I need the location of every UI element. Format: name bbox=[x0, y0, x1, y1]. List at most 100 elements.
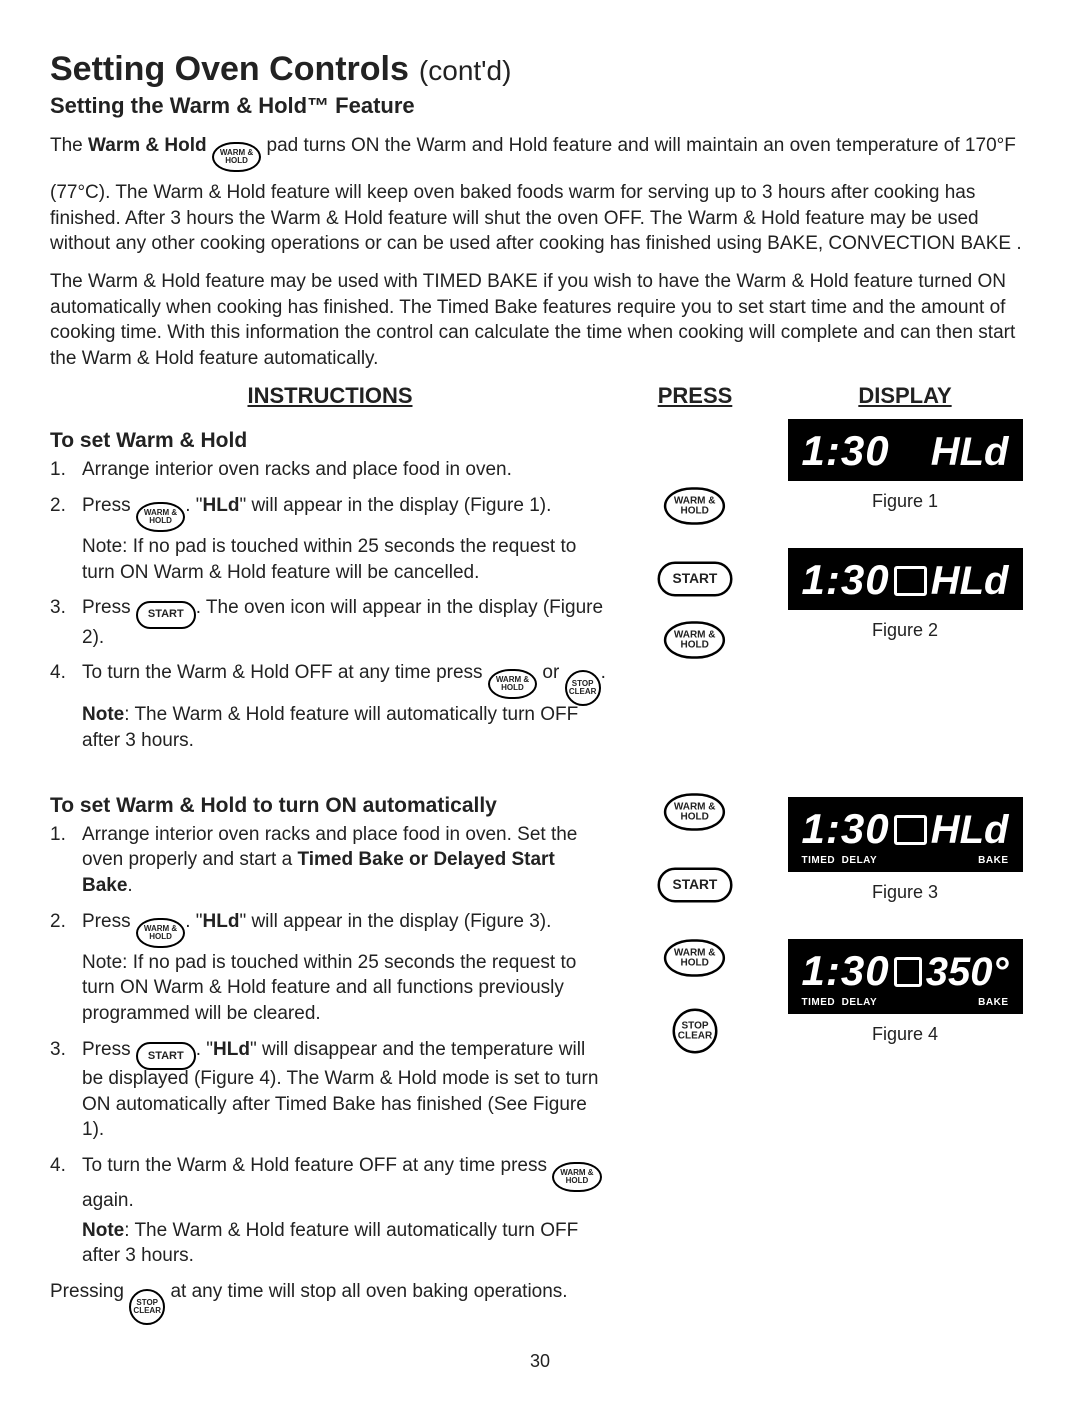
a2a: Press bbox=[82, 495, 136, 516]
pad-bot: HOLD bbox=[681, 506, 709, 516]
figure-1-caption: Figure 1 bbox=[872, 491, 938, 512]
press-column: WARM &HOLD START WARM &HOLD WARM &HOLD S… bbox=[610, 419, 780, 1316]
a4-note: Note: The Warm & Hold feature will autom… bbox=[82, 702, 610, 753]
intro-para-2: (77°C). The Warm & Hold feature will kee… bbox=[50, 180, 1030, 257]
lcd-figure-4: 1:30 350° TIMED DELAY BAKE bbox=[788, 939, 1023, 1014]
figure-3-caption: Figure 3 bbox=[872, 882, 938, 903]
step-a2: Press WARM &HOLD. "HLd" will appear in t… bbox=[50, 493, 610, 585]
pad-bot: HOLD bbox=[681, 812, 709, 822]
intro1-post: pad turns ON the Warm and Hold feature a… bbox=[267, 135, 1016, 156]
b4-note-text: : The Warm & Hold feature will automatic… bbox=[82, 1220, 578, 1267]
b4-note: Note: The Warm & Hold feature will autom… bbox=[82, 1218, 610, 1269]
step-a3: Press START. The oven icon will appear i… bbox=[50, 595, 610, 650]
lcd-hld: HLd bbox=[931, 430, 1009, 475]
section-b-list: Arrange interior oven racks and place fo… bbox=[50, 822, 610, 1269]
pad-bot: HOLD bbox=[681, 640, 709, 650]
figure-2-caption: Figure 2 bbox=[872, 620, 938, 641]
foot-b: at any time will stop all oven baking op… bbox=[165, 1281, 567, 1302]
note-label: Note bbox=[82, 704, 124, 725]
warm-hold-pad-icon: WARM &HOLD bbox=[664, 940, 726, 978]
footer-note: Pressing STOPCLEAR at any time will stop… bbox=[50, 1279, 610, 1317]
warm-hold-pad-icon: WARM &HOLD bbox=[664, 622, 726, 660]
intro-para-1: The Warm & Hold WARM &HOLD pad turns ON … bbox=[50, 133, 1030, 168]
col-head-display: DISPLAY bbox=[780, 383, 1030, 419]
a2d: " will appear in the display (Figure 1). bbox=[239, 495, 551, 516]
col-head-press: PRESS bbox=[610, 383, 780, 419]
step-a4: To turn the Warm & Hold OFF at any time … bbox=[50, 660, 610, 753]
lcd-hld: HLd bbox=[931, 808, 1009, 853]
a4dot: . bbox=[601, 662, 606, 683]
step-a1: Arrange interior oven racks and place fo… bbox=[50, 457, 610, 483]
warm-hold-pad-icon: WARM &HOLD bbox=[664, 794, 726, 832]
lcd-time: 1:30 bbox=[802, 556, 890, 604]
lcd-timed: TIMED bbox=[802, 997, 836, 1008]
pad-bot: HOLD bbox=[681, 958, 709, 968]
b2b: . " bbox=[185, 911, 202, 932]
lcd-delay: DELAY bbox=[842, 997, 877, 1008]
stop-clear-pad-icon: STOPCLEAR bbox=[129, 1289, 165, 1325]
warm-hold-pad-icon: WARM &HOLD bbox=[664, 488, 726, 526]
note-label2: Note bbox=[82, 1220, 124, 1241]
warm-hold-pad-icon: WARM &HOLD bbox=[488, 669, 537, 699]
b4a: To turn the Warm & Hold feature OFF at a… bbox=[82, 1155, 552, 1176]
title-contd: (cont'd) bbox=[419, 55, 512, 87]
lcd-figure-2: 1:30 HLd bbox=[788, 548, 1023, 610]
a3a: Press bbox=[82, 597, 136, 618]
lcd-delay: DELAY bbox=[842, 855, 877, 866]
a4-note-text: : The Warm & Hold feature will automatic… bbox=[82, 704, 578, 751]
stop-bot: CLEAR bbox=[569, 688, 597, 696]
lcd-bake: BAKE bbox=[978, 855, 1008, 866]
a2c: HLd bbox=[203, 495, 240, 516]
lcd-timed: TIMED bbox=[802, 855, 836, 866]
display-column: 1:30 HLd Figure 1 1:30 HLd Figure 2 1:30… bbox=[780, 419, 1030, 1316]
section-b-title: To set Warm & Hold to turn ON automatica… bbox=[50, 794, 610, 818]
section-a-title: To set Warm & Hold bbox=[50, 429, 610, 453]
stop-bot2: CLEAR bbox=[133, 1307, 161, 1315]
b2a: Press bbox=[82, 911, 136, 932]
step-b3: Press START. "HLd" will disappear and th… bbox=[50, 1037, 610, 1143]
oven-icon bbox=[894, 815, 927, 845]
figure-4-caption: Figure 4 bbox=[872, 1024, 938, 1045]
step-b1: Arrange interior oven racks and place fo… bbox=[50, 822, 610, 899]
warm-hold-pad-icon: WARM &HOLD bbox=[136, 502, 185, 532]
intro1-pre: The bbox=[50, 135, 88, 156]
oven-icon bbox=[894, 957, 922, 987]
start-pad-icon: START bbox=[136, 1042, 196, 1070]
a4or: or bbox=[537, 662, 564, 683]
col-head-instructions: INSTRUCTIONS bbox=[50, 383, 610, 419]
warm-hold-pad-icon: WARM &HOLD bbox=[136, 918, 185, 948]
a2-note: Note: If no pad is touched within 25 sec… bbox=[82, 534, 610, 585]
pad-bot: HOLD bbox=[566, 1177, 589, 1185]
pad-bot: HOLD bbox=[225, 157, 248, 165]
b2d: " will appear in the display (Figure 3). bbox=[239, 911, 551, 932]
stop-clear-pad-icon: STOPCLEAR bbox=[565, 670, 601, 706]
b1c: . bbox=[127, 875, 132, 896]
foot-a: Pressing bbox=[50, 1281, 129, 1302]
oven-icon bbox=[894, 566, 927, 596]
b2c: HLd bbox=[203, 911, 240, 932]
b3b: . " bbox=[196, 1039, 213, 1060]
start-pad-icon: START bbox=[136, 601, 196, 629]
lcd-figure-1: 1:30 HLd bbox=[788, 419, 1023, 481]
lcd-hld: HLd bbox=[931, 559, 1009, 604]
warm-hold-pad-icon: WARM &HOLD bbox=[552, 1162, 601, 1192]
stop-clear-pad-icon: STOPCLEAR bbox=[673, 1009, 718, 1054]
lcd-figure-3: 1:30 HLd TIMED DELAY BAKE bbox=[788, 797, 1023, 872]
stop-bot3: CLEAR bbox=[678, 1031, 712, 1041]
step-b4: To turn the Warm & Hold feature OFF at a… bbox=[50, 1153, 610, 1269]
start-pad-icon: START bbox=[658, 562, 733, 597]
instructions-column: To set Warm & Hold Arrange interior oven… bbox=[50, 419, 610, 1316]
page-number: 30 bbox=[0, 1351, 1080, 1372]
a2b: . " bbox=[185, 495, 202, 516]
page-title: Setting Oven Controls bbox=[50, 50, 409, 89]
pad-bot: HOLD bbox=[149, 517, 172, 525]
warm-hold-pad-icon: WARM &HOLD bbox=[212, 142, 261, 172]
section-a-list: Arrange interior oven racks and place fo… bbox=[50, 457, 610, 753]
lcd-bake: BAKE bbox=[978, 997, 1008, 1008]
intro-para-3: The Warm & Hold feature may be used with… bbox=[50, 269, 1030, 372]
lcd-time: 1:30 bbox=[802, 805, 890, 853]
lcd-temp: 350° bbox=[926, 950, 1009, 995]
b2-note: Note: If no pad is touched within 25 sec… bbox=[82, 950, 610, 1027]
intro1-bold: Warm & Hold bbox=[88, 135, 212, 156]
lcd-time: 1:30 bbox=[802, 427, 890, 475]
